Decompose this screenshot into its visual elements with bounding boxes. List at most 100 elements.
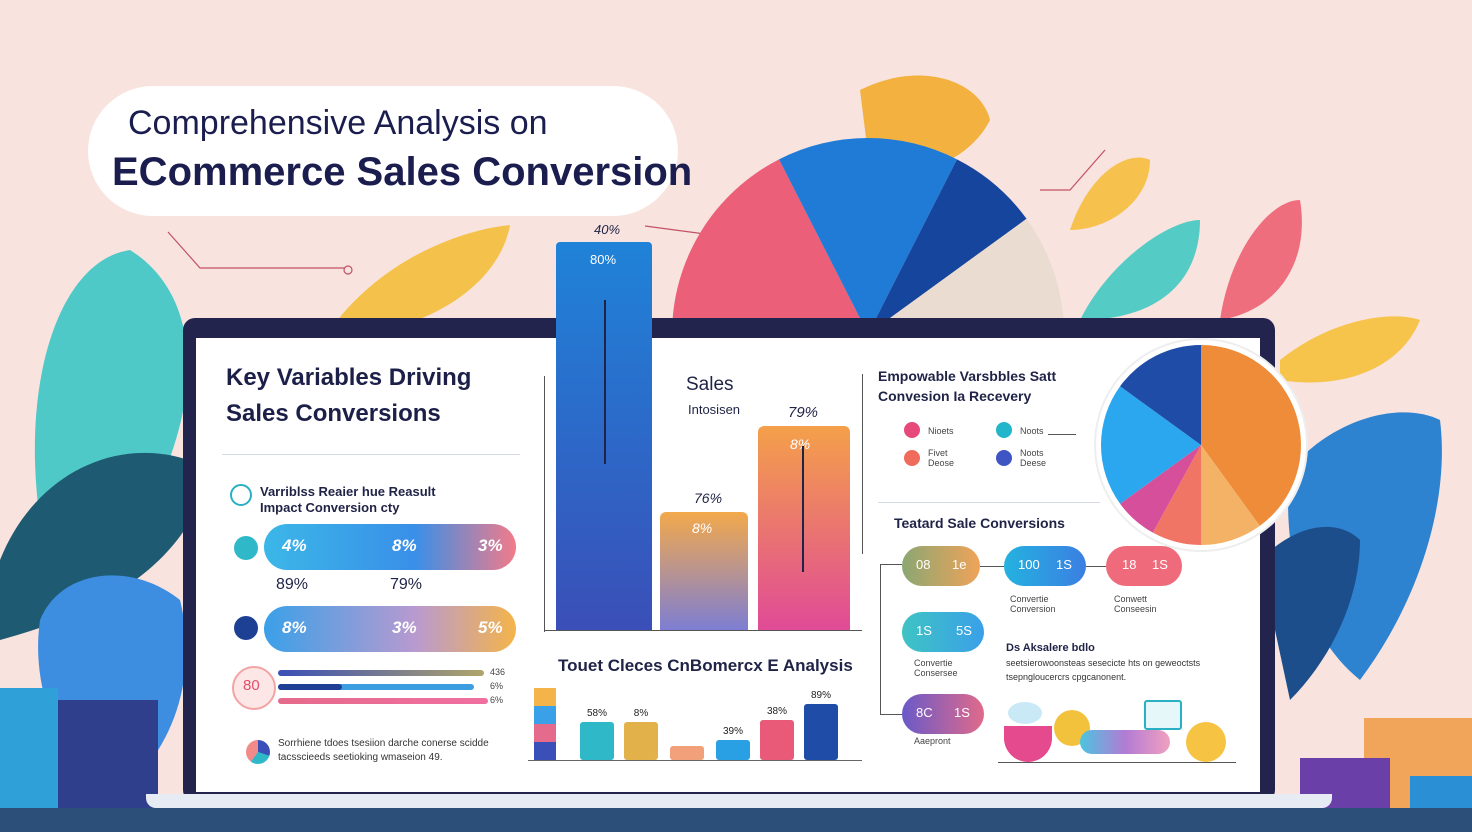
progress-bar-2: [278, 684, 474, 690]
impact-icon: [230, 484, 252, 506]
pill2-value-b: 3%: [392, 618, 417, 637]
progress-value-3: 6%: [490, 695, 504, 705]
leaf-teal-left: [34, 250, 188, 520]
mini-pie-icon: [246, 740, 270, 764]
badge4-a: 1S: [916, 623, 932, 638]
pie-slice-coral: [1152, 445, 1201, 545]
flow-line-h2: [880, 714, 902, 715]
box-blue-right: [1410, 776, 1472, 808]
floor: [0, 808, 1472, 832]
center-axis-bottom: [544, 630, 862, 631]
right-title-line1: Empowable Varsbbles Satt: [878, 368, 1057, 384]
right-pie-chart: [1101, 345, 1301, 545]
conversion-badge-3: 18 1S: [1106, 546, 1182, 586]
left-footer-line1: Sorrhiene tdoes tsesiion darche conerse …: [278, 738, 489, 749]
small-bar: [716, 740, 750, 760]
impact-label-line1: Varriblss Reaier hue Reasult: [260, 484, 436, 499]
leaf-pink-right: [1220, 200, 1302, 320]
leaf-yellow-top: [330, 225, 510, 330]
wave-illustration: [1080, 730, 1170, 754]
connector-line: [167, 231, 345, 269]
note-line1: seetsierowoonsteas sesecicte hts on gewe…: [1006, 658, 1201, 668]
left-heading-line1: Key Variables Driving: [226, 364, 472, 391]
leaf-navy-left: [0, 452, 210, 640]
pill2-value-c: 5%: [478, 618, 503, 637]
flow-line-h4: [1086, 566, 1106, 567]
pie-slice-navy: [1120, 345, 1201, 445]
legend-dot-3: [904, 450, 920, 466]
page-title: Comprehensive Analysis on: [128, 104, 548, 142]
badge2-a: 100: [1018, 557, 1040, 572]
big-bar-top-label: 40%: [594, 222, 621, 237]
legend-label-2: Noots: [1020, 426, 1044, 436]
pie-slice-magenta: [1120, 445, 1201, 533]
leaf-yellow-right-top: [1070, 157, 1150, 230]
note-title: Ds Aksalere bdlo: [1006, 642, 1095, 654]
title-pill: [88, 86, 678, 216]
pill1-value-c: 3%: [478, 536, 503, 555]
pill1-value-a: 4%: [282, 536, 307, 555]
right-axis: [862, 374, 863, 554]
sales-subtitle: Intosisen: [688, 402, 741, 417]
pink-bar-label: 8%: [790, 436, 811, 452]
left-heading: Key Variables Driving Sales Conversions: [226, 360, 471, 432]
pill-under-a: 89%: [276, 576, 309, 593]
progress-bar-1: [278, 670, 484, 676]
flow-line-v: [880, 564, 881, 714]
orange-bar-label: 8%: [692, 520, 713, 536]
legend-dot-1: [904, 422, 920, 438]
badge-caption-4: Aaepront: [914, 736, 951, 746]
conversion-badge-1: 08 1e: [902, 546, 980, 586]
badge-caption-1: Convertie Conversion: [1010, 594, 1056, 614]
metric-pill-1: 4% 8% 3%: [264, 524, 516, 570]
small-bar-label: 58%: [587, 708, 607, 719]
small-bar-label: 39%: [723, 726, 743, 737]
box-navy-left: [58, 700, 158, 808]
metric-pill-2: 8% 3% 5%: [264, 606, 516, 652]
row-dot-teal: [234, 536, 258, 560]
sales-pct-76: 76%: [694, 490, 723, 506]
divider-right: [878, 502, 1100, 503]
impact-label-line2: Impact Conversion cty: [260, 500, 400, 515]
legend-dot-4: [996, 450, 1012, 466]
badge5-b: 1S: [954, 705, 970, 720]
small-bar-label: 89%: [811, 690, 831, 701]
progress-bar-2-fill: [278, 684, 342, 690]
conversion-badge-2: 100 1S: [1004, 546, 1086, 586]
small-bar-chart: 58% 8% 39% 38% 89%: [580, 690, 838, 760]
conversion-badge-4: 1S 5S: [902, 612, 984, 652]
legend-label-4: Noots Deese: [1020, 448, 1047, 468]
pink-bar-marker: [802, 446, 804, 572]
pill1-value-b: 8%: [392, 536, 417, 555]
score-circle-label: 80: [243, 677, 260, 694]
big-bar-label: 80%: [590, 252, 617, 267]
left-heading-line2: Sales Conversions: [226, 400, 441, 427]
note-line2: tsepngloucercrs cpgcanonent.: [1006, 672, 1127, 682]
pie-slice-beige: [868, 218, 1064, 334]
badge5-a: 8C: [916, 705, 933, 720]
sales-title: Sales: [686, 374, 734, 395]
cloud-illustration: [1008, 702, 1042, 724]
legend-label-3: Fivet Deose: [928, 448, 955, 468]
progress-value-2: 6%: [490, 681, 504, 691]
badge3-b: 1S: [1152, 557, 1168, 572]
center-axis-left: [544, 376, 545, 632]
analysis-heading: Touet Cleces CnBomercx E Analysis: [558, 656, 853, 675]
sales-pct-79: 79%: [788, 404, 819, 421]
left-footer-line2: tacsscieeds seetioking wmaseion 49.: [278, 752, 443, 763]
pill2-value-a: 8%: [282, 618, 307, 637]
pie-slice-orange: [1201, 345, 1301, 526]
small-bar: [760, 720, 794, 760]
score-circle: [232, 666, 276, 710]
pie-slice-blue: [779, 138, 957, 334]
conversions-heading: Teatard Sale Conversions: [894, 515, 1065, 531]
laptop-base: [146, 794, 1332, 808]
flow-line-h3: [980, 566, 1004, 567]
badge-caption-2: Conwett Conseesin: [1114, 594, 1157, 614]
bottom-divider-right: [998, 762, 1236, 763]
flow-line-h1: [880, 564, 902, 565]
small-chart-axis: [528, 760, 862, 761]
pie-slice-pink: [672, 159, 868, 334]
big-bar-marker: [604, 300, 606, 464]
